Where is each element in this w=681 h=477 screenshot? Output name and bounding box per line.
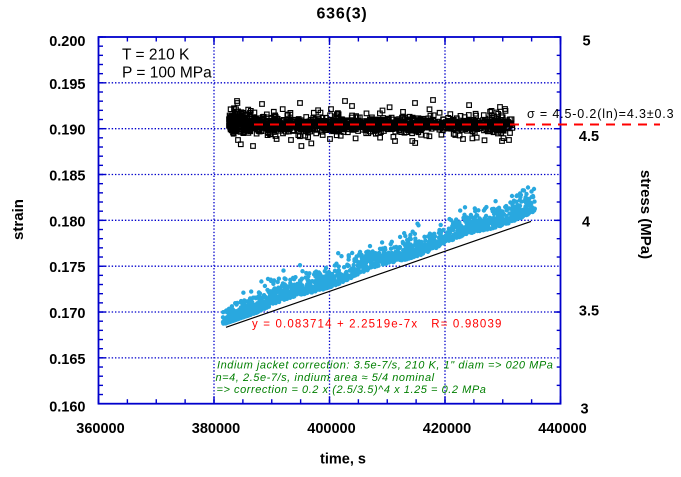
svg-text:3.5: 3.5: [579, 304, 599, 320]
svg-text:stress (MPa): stress (MPa): [637, 170, 654, 259]
svg-text:P = 100 MPa: P = 100 MPa: [122, 64, 212, 81]
svg-text:y = 0.083714 + 2.2519e-7x R=: y = 0.083714 + 2.2519e-7x R= 0.98039: [252, 319, 503, 331]
svg-text:σ = 4.5-0.2(ln)=4.3±0.3: σ = 4.5-0.2(ln)=4.3±0.3: [527, 107, 674, 121]
svg-text:0.160: 0.160: [49, 399, 85, 415]
svg-text:4: 4: [582, 215, 590, 231]
svg-text:3: 3: [580, 402, 588, 418]
svg-text:0.200: 0.200: [49, 34, 85, 50]
svg-text:0.190: 0.190: [49, 123, 85, 139]
svg-text:strain: strain: [10, 199, 27, 240]
svg-text:380000: 380000: [192, 421, 240, 437]
svg-text:400000: 400000: [307, 421, 355, 437]
svg-text:Indium jacket correction: 3.5e: Indium jacket correction: 3.5e-7/s, 210 …: [217, 360, 553, 372]
svg-text:0.185: 0.185: [49, 169, 85, 185]
svg-text:440000: 440000: [538, 421, 586, 437]
svg-text:n=4, 2.5e-7/s, indium area ≈ 5: n=4, 2.5e-7/s, indium area ≈ 5/4 nominal: [216, 372, 435, 384]
svg-text:0.170: 0.170: [49, 306, 85, 322]
svg-text:0.180: 0.180: [49, 214, 85, 230]
svg-text:0.165: 0.165: [49, 352, 85, 368]
svg-text:T = 210 K: T = 210 K: [122, 47, 190, 64]
svg-text:360000: 360000: [76, 421, 124, 437]
svg-text:4.5: 4.5: [579, 129, 599, 145]
svg-text:5: 5: [582, 34, 590, 50]
svg-text:636(3): 636(3): [316, 6, 367, 23]
svg-text:0.195: 0.195: [49, 77, 85, 93]
svg-text:0.175: 0.175: [49, 260, 85, 276]
svg-text:time, s: time, s: [320, 452, 366, 468]
svg-text:420000: 420000: [423, 421, 471, 437]
svg-text:=> correction = 0.2 x (2.5/3.5: => correction = 0.2 x (2.5/3.5)^4 x 1.25…: [217, 384, 487, 396]
